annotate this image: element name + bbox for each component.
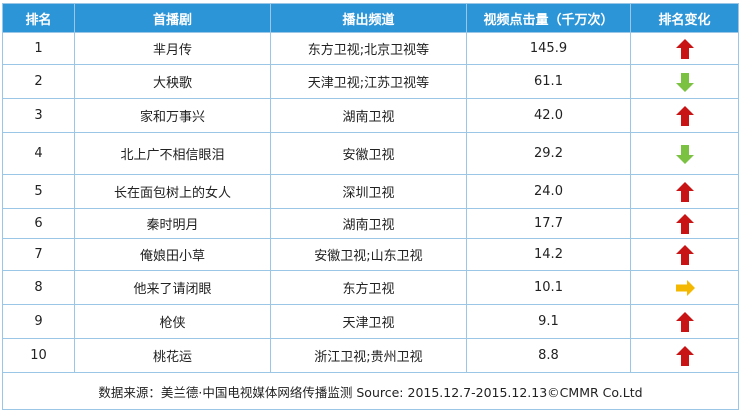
rank-cell: 5 — [2, 174, 75, 209]
arrow-up-icon — [673, 104, 697, 128]
change-cell — [630, 270, 739, 305]
title-cell: 他来了请闭眼 — [74, 270, 271, 305]
ranking-table-container: 排名 首播剧 播出频道 视频点击量（千万次） 排名变化 1 芈月传 东方卫视;北京卫… — [2, 3, 739, 414]
change-cell — [630, 238, 739, 271]
table-row: 6 秦时明月 湖南卫视 17.7 — [2, 208, 739, 239]
change-cell — [630, 32, 739, 65]
change-cell — [630, 64, 739, 99]
arrow-down-icon — [673, 70, 697, 94]
change-cell — [630, 338, 739, 373]
table-row: 4 北上广不相信眼泪 安徽卫视 29.2 — [2, 132, 739, 175]
title-cell: 秦时明月 — [74, 208, 271, 239]
channel-cell: 天津卫视;江苏卫视等 — [270, 64, 467, 99]
change-cell — [630, 174, 739, 209]
title-cell: 长在面包树上的女人 — [74, 174, 271, 209]
change-cell — [630, 304, 739, 339]
ranking-table: 排名 首播剧 播出频道 视频点击量（千万次） 排名变化 1 芈月传 东方卫视;北京卫… — [2, 3, 739, 410]
clicks-cell: 10.1 — [466, 270, 631, 305]
arrow-up-icon — [673, 344, 697, 368]
title-cell: 北上广不相信眼泪 — [74, 132, 271, 175]
table-row: 5 长在面包树上的女人 深圳卫视 24.0 — [2, 174, 739, 209]
channel-cell: 天津卫视 — [270, 304, 467, 339]
table-row: 9 枪侠 天津卫视 9.1 — [2, 304, 739, 339]
rank-cell: 4 — [2, 132, 75, 175]
channel-cell: 安徽卫视 — [270, 132, 467, 175]
table-row: 1 芈月传 东方卫视;北京卫视等 145.9 — [2, 32, 739, 65]
arrow-up-icon — [673, 37, 697, 61]
rank-cell: 2 — [2, 64, 75, 99]
arrow-up-icon — [673, 310, 697, 334]
table-row: 10 桃花运 浙江卫视;贵州卫视 8.8 — [2, 338, 739, 373]
rank-cell: 7 — [2, 238, 75, 271]
channel-cell: 浙江卫视;贵州卫视 — [270, 338, 467, 373]
channel-cell: 东方卫视 — [270, 270, 467, 305]
clicks-cell: 42.0 — [466, 98, 631, 133]
title-cell: 大秧歌 — [74, 64, 271, 99]
change-cell — [630, 98, 739, 133]
header-clicks: 视频点击量（千万次） — [466, 3, 631, 33]
rank-cell: 3 — [2, 98, 75, 133]
table-body: 1 芈月传 东方卫视;北京卫视等 145.9 2 大秧歌 天津卫视;江苏卫视等 61.1 3 家和… — [2, 32, 739, 373]
title-cell: 枪侠 — [74, 304, 271, 339]
title-cell: 芈月传 — [74, 32, 271, 65]
rank-cell: 1 — [2, 32, 75, 65]
header-channel: 播出频道 — [270, 3, 467, 33]
clicks-cell: 14.2 — [466, 238, 631, 271]
rank-cell: 8 — [2, 270, 75, 305]
arrow-down-icon — [673, 142, 697, 166]
header-row: 排名 首播剧 播出频道 视频点击量（千万次） 排名变化 — [2, 3, 739, 33]
table-row: 7 俺娘田小草 安徽卫视;山东卫视 14.2 — [2, 238, 739, 271]
channel-cell: 安徽卫视;山东卫视 — [270, 238, 467, 271]
clicks-cell: 24.0 — [466, 174, 631, 209]
source-note: 数据来源：美兰德·中国电视媒体网络传播监测 Source: 2015.12.7-… — [2, 372, 739, 410]
rank-cell: 10 — [2, 338, 75, 373]
channel-cell: 东方卫视;北京卫视等 — [270, 32, 467, 65]
arrow-up-icon — [673, 212, 697, 236]
clicks-cell: 9.1 — [466, 304, 631, 339]
header-change: 排名变化 — [630, 3, 739, 33]
clicks-cell: 29.2 — [466, 132, 631, 175]
table-row: 3 家和万事兴 湖南卫视 42.0 — [2, 98, 739, 133]
arrow-up-icon — [673, 243, 697, 267]
header-title: 首播剧 — [74, 3, 271, 33]
table-row: 8 他来了请闭眼 东方卫视 10.1 — [2, 270, 739, 305]
source-row: 数据来源：美兰德·中国电视媒体网络传播监测 Source: 2015.12.7-… — [2, 372, 739, 410]
arrow-up-icon — [673, 180, 697, 204]
clicks-cell: 145.9 — [466, 32, 631, 65]
rank-cell: 6 — [2, 208, 75, 239]
rank-cell: 9 — [2, 304, 75, 339]
arrow-right-icon — [673, 276, 697, 300]
title-cell: 家和万事兴 — [74, 98, 271, 133]
header-rank: 排名 — [2, 3, 75, 33]
title-cell: 俺娘田小草 — [74, 238, 271, 271]
channel-cell: 深圳卫视 — [270, 174, 467, 209]
clicks-cell: 8.8 — [466, 338, 631, 373]
title-cell: 桃花运 — [74, 338, 271, 373]
table-row: 2 大秧歌 天津卫视;江苏卫视等 61.1 — [2, 64, 739, 99]
channel-cell: 湖南卫视 — [270, 98, 467, 133]
channel-cell: 湖南卫视 — [270, 208, 467, 239]
change-cell — [630, 208, 739, 239]
change-cell — [630, 132, 739, 175]
clicks-cell: 61.1 — [466, 64, 631, 99]
clicks-cell: 17.7 — [466, 208, 631, 239]
